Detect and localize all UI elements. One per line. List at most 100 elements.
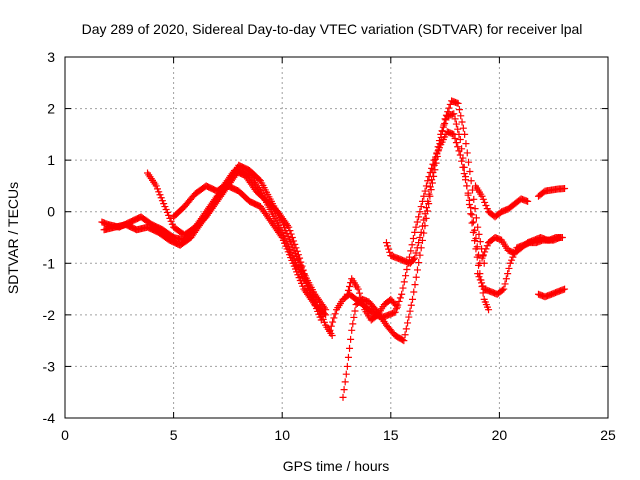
data-point — [561, 185, 569, 193]
data-point — [344, 286, 352, 294]
data-point — [479, 251, 487, 259]
data-point — [416, 208, 424, 216]
data-point — [392, 302, 400, 310]
data-point — [462, 173, 470, 181]
data-point — [156, 191, 164, 199]
data-point — [399, 284, 407, 292]
data-point — [346, 344, 354, 352]
data-point — [391, 308, 399, 316]
data-point — [326, 326, 334, 334]
plot-frame — [64, 56, 609, 419]
data-point — [474, 223, 482, 231]
data-point — [454, 125, 462, 133]
data-point — [349, 320, 357, 328]
data-point — [327, 322, 335, 330]
data-point — [452, 139, 460, 147]
data-point — [343, 362, 351, 370]
x-tick-label: 15 — [383, 427, 399, 443]
data-point — [409, 235, 417, 243]
data-point — [408, 241, 416, 249]
data-point — [469, 228, 477, 236]
data-point — [501, 280, 509, 288]
data-point — [435, 137, 443, 145]
data-marks — [98, 97, 569, 401]
x-tick-label: 10 — [274, 427, 290, 443]
data-point — [457, 112, 465, 120]
data-point — [411, 281, 419, 289]
x-axis-label: GPS time / hours — [283, 458, 390, 474]
data-point — [458, 145, 466, 153]
data-point — [162, 206, 170, 214]
data-point — [474, 270, 482, 278]
data-point — [409, 295, 417, 303]
data-point — [438, 127, 446, 135]
data-point — [416, 234, 424, 241]
series-track-h — [343, 275, 401, 324]
data-point — [410, 255, 418, 263]
data-point — [415, 239, 423, 247]
data-point — [452, 120, 460, 128]
data-point — [463, 149, 471, 157]
data-point — [165, 211, 173, 219]
data-point — [400, 337, 408, 345]
data-point — [508, 256, 516, 264]
y-tick-label: -2 — [43, 307, 56, 323]
data-point — [426, 183, 434, 191]
data-point — [158, 197, 166, 205]
grid — [65, 57, 608, 418]
data-point — [433, 149, 441, 157]
data-point — [467, 177, 475, 185]
data-point — [328, 331, 336, 339]
data-point — [458, 118, 466, 126]
data-point — [413, 218, 421, 226]
data-point — [468, 211, 476, 219]
series-track-g — [382, 110, 493, 314]
data-point — [422, 182, 430, 190]
data-point — [475, 273, 483, 281]
data-point — [413, 266, 421, 274]
data-point — [441, 120, 449, 128]
data-point — [472, 245, 480, 253]
data-point — [506, 259, 514, 267]
data-point — [356, 289, 364, 297]
data-point — [398, 290, 406, 298]
data-point — [405, 313, 413, 321]
data-point — [416, 251, 424, 259]
data-point — [459, 154, 467, 162]
data-point — [413, 244, 421, 252]
series-track-f — [326, 128, 484, 334]
data-point — [163, 208, 171, 216]
data-point — [385, 245, 393, 253]
data-point — [478, 254, 486, 262]
data-point — [420, 216, 428, 224]
data-point — [561, 285, 569, 293]
y-tick-label: -1 — [43, 255, 56, 271]
data-point — [406, 307, 414, 315]
x-tick-label: 0 — [61, 427, 69, 443]
data-point — [476, 276, 484, 284]
data-point — [460, 170, 468, 178]
data-point — [479, 282, 487, 290]
data-point — [432, 155, 440, 163]
x-tick-label: 20 — [492, 427, 508, 443]
data-point — [153, 185, 161, 193]
data-point — [161, 203, 169, 211]
data-point — [354, 285, 362, 293]
data-point — [470, 195, 478, 203]
y-tick-label: 1 — [47, 152, 55, 168]
data-point — [464, 191, 472, 199]
data-point — [465, 158, 473, 166]
data-point — [348, 326, 356, 334]
data-point — [428, 179, 436, 187]
data-point — [168, 220, 176, 228]
data-point — [471, 205, 479, 213]
data-point — [322, 306, 330, 314]
data-point — [482, 245, 490, 253]
data-point — [455, 106, 463, 114]
data-point — [347, 335, 355, 343]
data-point — [467, 204, 475, 212]
data-point — [451, 115, 459, 123]
data-point — [422, 204, 430, 212]
data-point — [429, 160, 437, 168]
data-point — [417, 228, 425, 236]
